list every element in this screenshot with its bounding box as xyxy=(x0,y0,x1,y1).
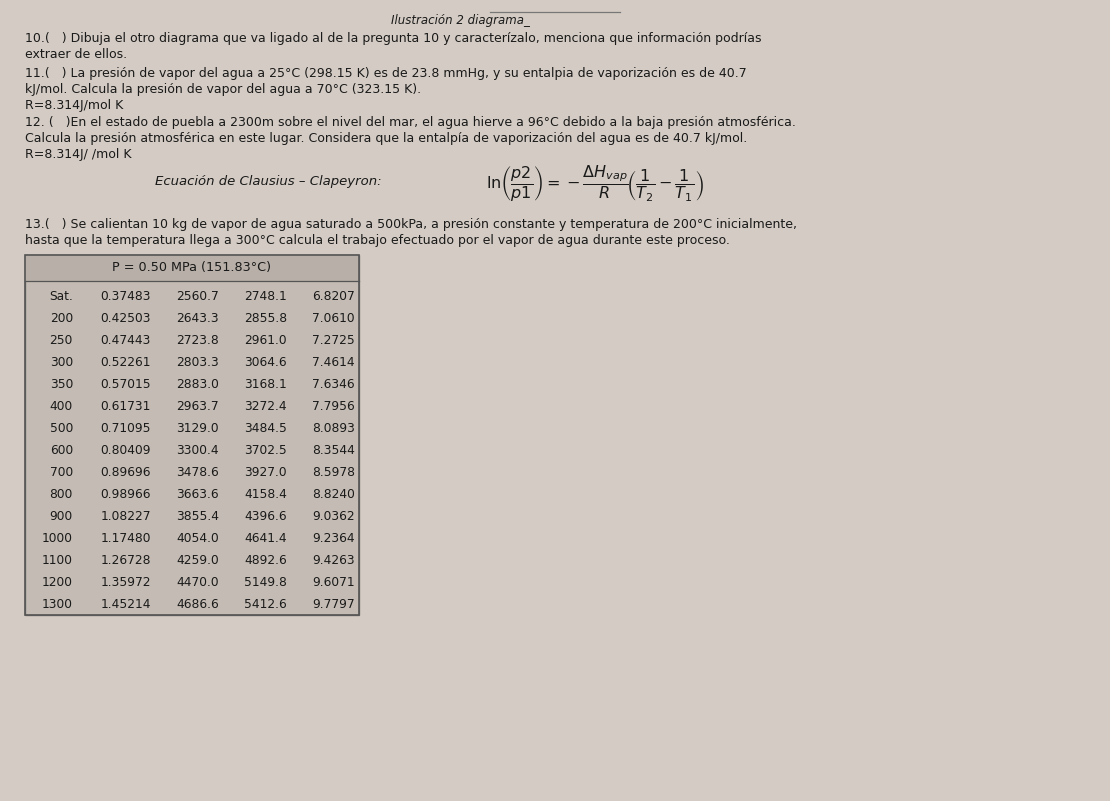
Text: 4054.0: 4054.0 xyxy=(176,532,219,545)
Text: 350: 350 xyxy=(50,377,73,391)
Text: 3272.4: 3272.4 xyxy=(244,400,287,413)
Text: 0.42503: 0.42503 xyxy=(101,312,151,324)
Text: 300: 300 xyxy=(50,356,73,368)
Text: 0.57015: 0.57015 xyxy=(100,377,151,391)
Text: 4892.6: 4892.6 xyxy=(244,553,287,566)
Text: 500: 500 xyxy=(50,421,73,434)
Text: Ecuación de Clausius – Clapeyron:: Ecuación de Clausius – Clapeyron: xyxy=(155,175,382,188)
Text: 3129.0: 3129.0 xyxy=(176,421,219,434)
Text: 3855.4: 3855.4 xyxy=(176,509,219,522)
Text: 2560.7: 2560.7 xyxy=(176,289,219,303)
Text: 3478.6: 3478.6 xyxy=(176,465,219,478)
Text: 13.(   ) Se calientan 10 kg de vapor de agua saturado a 500kPa, a presión consta: 13.( ) Se calientan 10 kg de vapor de ag… xyxy=(26,218,797,231)
Text: 1300: 1300 xyxy=(42,598,73,610)
Text: 200: 200 xyxy=(50,312,73,324)
Text: 5412.6: 5412.6 xyxy=(244,598,287,610)
Text: 900: 900 xyxy=(50,509,73,522)
Bar xyxy=(26,255,359,615)
Text: 3168.1: 3168.1 xyxy=(244,377,287,391)
Text: 1200: 1200 xyxy=(42,575,73,589)
Text: 3702.5: 3702.5 xyxy=(244,444,287,457)
Text: 2723.8: 2723.8 xyxy=(176,333,219,347)
Text: 8.0893: 8.0893 xyxy=(312,421,355,434)
Text: 1.45214: 1.45214 xyxy=(101,598,151,610)
Text: 3663.6: 3663.6 xyxy=(176,488,219,501)
Text: $\ln\!\left(\dfrac{p2}{p1}\right)=-\dfrac{\Delta H_{vap}}{R}\!\left(\dfrac{1}{T_: $\ln\!\left(\dfrac{p2}{p1}\right)=-\dfra… xyxy=(486,163,704,203)
Text: 4158.4: 4158.4 xyxy=(244,488,287,501)
Text: 700: 700 xyxy=(50,465,73,478)
Text: 0.71095: 0.71095 xyxy=(101,421,151,434)
Text: 1.35972: 1.35972 xyxy=(101,575,151,589)
Bar xyxy=(26,255,359,281)
Text: hasta que la temperatura llega a 300°C calcula el trabajo efectuado por el vapor: hasta que la temperatura llega a 300°C c… xyxy=(26,234,730,247)
Text: R=8.314J/ /mol K: R=8.314J/ /mol K xyxy=(26,148,131,161)
Text: 1.26728: 1.26728 xyxy=(101,553,151,566)
Text: 9.0362: 9.0362 xyxy=(312,509,355,522)
Text: 9.7797: 9.7797 xyxy=(312,598,355,610)
Text: 1.08227: 1.08227 xyxy=(101,509,151,522)
Text: 8.8240: 8.8240 xyxy=(312,488,355,501)
Text: 5149.8: 5149.8 xyxy=(244,575,287,589)
Text: 11.(   ) La presión de vapor del agua a 25°C (298.15 K) es de 23.8 mmHg, y su en: 11.( ) La presión de vapor del agua a 25… xyxy=(26,67,747,80)
Text: 2963.7: 2963.7 xyxy=(176,400,219,413)
Text: 400: 400 xyxy=(50,400,73,413)
Text: 2643.3: 2643.3 xyxy=(176,312,219,324)
Text: 2961.0: 2961.0 xyxy=(244,333,287,347)
Text: 7.4614: 7.4614 xyxy=(312,356,355,368)
Text: Calcula la presión atmosférica en este lugar. Considera que la entalpía de vapor: Calcula la presión atmosférica en este l… xyxy=(26,132,747,145)
Text: 0.89696: 0.89696 xyxy=(101,465,151,478)
Text: Sat.: Sat. xyxy=(49,289,73,303)
Text: 7.2725: 7.2725 xyxy=(312,333,355,347)
Text: 0.61731: 0.61731 xyxy=(101,400,151,413)
Text: 600: 600 xyxy=(50,444,73,457)
Text: 800: 800 xyxy=(50,488,73,501)
Text: 2883.0: 2883.0 xyxy=(176,377,219,391)
Text: 1100: 1100 xyxy=(42,553,73,566)
Text: 4259.0: 4259.0 xyxy=(176,553,219,566)
Text: 0.37483: 0.37483 xyxy=(101,289,151,303)
Text: kJ/mol. Calcula la presión de vapor del agua a 70°C (323.15 K).: kJ/mol. Calcula la presión de vapor del … xyxy=(26,83,421,96)
Text: 10.(   ) Dibuja el otro diagrama que va ligado al de la pregunta 10 y caracteríz: 10.( ) Dibuja el otro diagrama que va li… xyxy=(26,32,761,45)
Text: R=8.314J/mol K: R=8.314J/mol K xyxy=(26,99,123,112)
Text: 1000: 1000 xyxy=(42,532,73,545)
Text: 250: 250 xyxy=(50,333,73,347)
Text: 7.0610: 7.0610 xyxy=(312,312,355,324)
Text: 8.5978: 8.5978 xyxy=(312,465,355,478)
Text: 7.7956: 7.7956 xyxy=(312,400,355,413)
Text: 4641.4: 4641.4 xyxy=(244,532,287,545)
Text: P = 0.50 MPa (151.83°C): P = 0.50 MPa (151.83°C) xyxy=(112,261,272,275)
Text: 2803.3: 2803.3 xyxy=(176,356,219,368)
Bar xyxy=(26,255,359,615)
Text: 7.6346: 7.6346 xyxy=(312,377,355,391)
Text: 0.47443: 0.47443 xyxy=(101,333,151,347)
Text: 9.6071: 9.6071 xyxy=(312,575,355,589)
Text: 2855.8: 2855.8 xyxy=(244,312,287,324)
Text: 0.52261: 0.52261 xyxy=(101,356,151,368)
Text: 3300.4: 3300.4 xyxy=(176,444,219,457)
Text: extraer de ellos.: extraer de ellos. xyxy=(26,48,128,61)
Text: 3484.5: 3484.5 xyxy=(244,421,287,434)
Text: 1.17480: 1.17480 xyxy=(101,532,151,545)
Text: 2748.1: 2748.1 xyxy=(244,289,287,303)
Text: 9.2364: 9.2364 xyxy=(312,532,355,545)
Text: 0.80409: 0.80409 xyxy=(101,444,151,457)
Text: 3064.6: 3064.6 xyxy=(244,356,287,368)
Text: 4470.0: 4470.0 xyxy=(176,575,219,589)
Text: 3927.0: 3927.0 xyxy=(244,465,287,478)
Text: Ilustración 2 diagrama_: Ilustración 2 diagrama_ xyxy=(391,14,529,27)
Text: 6.8207: 6.8207 xyxy=(312,289,355,303)
Text: 12. (   )En el estado de puebla a 2300m sobre el nivel del mar, el agua hierve a: 12. ( )En el estado de puebla a 2300m so… xyxy=(26,116,796,129)
Text: 4686.6: 4686.6 xyxy=(176,598,219,610)
Text: 8.3544: 8.3544 xyxy=(312,444,355,457)
Text: 9.4263: 9.4263 xyxy=(312,553,355,566)
Text: 4396.6: 4396.6 xyxy=(244,509,287,522)
Text: 0.98966: 0.98966 xyxy=(101,488,151,501)
